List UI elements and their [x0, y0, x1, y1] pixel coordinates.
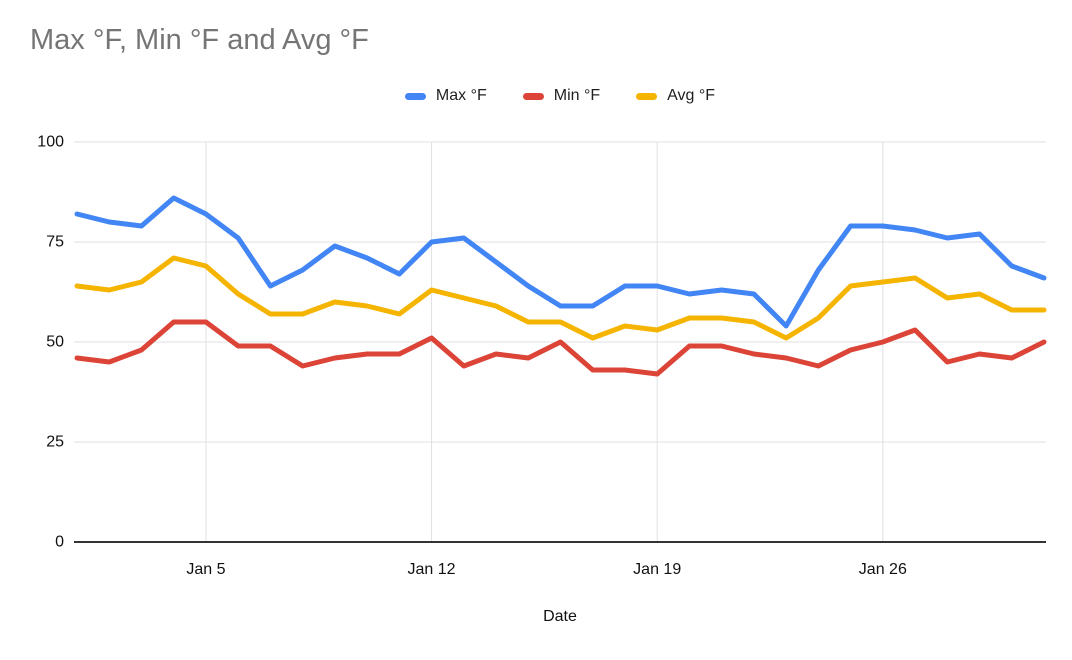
y-tick-label: 25 — [46, 434, 64, 451]
series-line-avg-f — [74, 255, 1047, 341]
legend-swatch-max-f — [404, 92, 426, 100]
chart-title: Max °F, Min °F and Avg °F — [30, 24, 369, 56]
legend: Max °F Min °F Avg °F — [74, 84, 1046, 108]
series-line-max-f — [74, 195, 1047, 329]
legend-item-avg-f: Avg °F — [636, 87, 715, 105]
series-line-min-f — [74, 319, 1047, 377]
y-tick-label: 50 — [46, 334, 64, 351]
y-tick-label: 75 — [46, 234, 64, 251]
y-tick-label: 100 — [37, 134, 64, 151]
legend-label: Max °F — [435, 87, 487, 104]
legend-item-min-f: Min °F — [522, 87, 601, 105]
x-tick-label: Jan 12 — [408, 561, 456, 578]
x-tick-label: Jan 19 — [633, 561, 681, 578]
y-tick-label: 0 — [55, 534, 64, 551]
x-tick-label: Jan 26 — [859, 561, 907, 578]
legend-swatch-avg-f — [636, 92, 658, 100]
legend-label: Min °F — [553, 87, 601, 104]
x-tick-label: Jan 5 — [186, 561, 225, 578]
x-axis-title: Date — [543, 608, 577, 625]
legend-swatch-min-f — [522, 92, 544, 100]
legend-label: Avg °F — [667, 87, 716, 104]
legend-item-max-f: Max °F — [404, 87, 487, 105]
